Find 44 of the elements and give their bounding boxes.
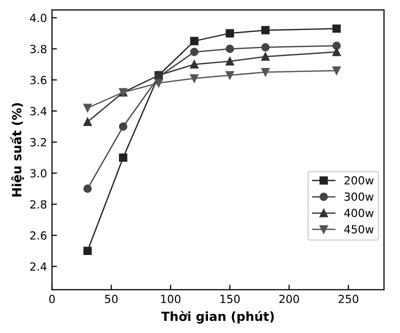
point xyxy=(226,44,234,54)
point xyxy=(83,246,92,256)
x-tick-label: 0 xyxy=(49,294,55,304)
y-tick-label: 4.0 xyxy=(30,14,46,22)
y-axis-title: Hiệu suất (%) xyxy=(10,103,24,196)
point xyxy=(332,66,341,75)
point xyxy=(332,24,341,33)
x-tick-label: 50 xyxy=(105,294,118,304)
x-tick-label: 100 xyxy=(161,294,180,304)
x-tick-label: 200 xyxy=(279,294,300,304)
point xyxy=(332,42,341,50)
y-tick-label: 2.4 xyxy=(30,262,47,271)
point xyxy=(226,71,234,80)
point xyxy=(118,153,128,162)
point xyxy=(261,52,270,61)
y-tick-label: 2.6 xyxy=(30,231,46,240)
point xyxy=(190,60,198,69)
point xyxy=(332,48,341,56)
legend-label: 200w xyxy=(344,176,374,185)
y-tick-label: 2.8 xyxy=(30,200,46,209)
point xyxy=(190,74,198,83)
point xyxy=(83,184,92,193)
point xyxy=(118,122,128,131)
y-tick-label: 3.0 xyxy=(30,169,46,178)
point xyxy=(190,36,198,46)
y-tick-label: 3.6 xyxy=(30,76,46,84)
point xyxy=(83,104,92,112)
legend-label: 450w xyxy=(344,225,374,234)
point xyxy=(83,118,92,126)
point xyxy=(226,29,234,38)
y-tick-label: 3.2 xyxy=(30,138,46,146)
point xyxy=(190,48,198,56)
y-tick-label: 3.4 xyxy=(30,106,47,116)
point xyxy=(261,43,270,52)
point xyxy=(261,26,270,34)
y-tick-label: 3.8 xyxy=(30,44,46,54)
x-tick-label: 150 xyxy=(220,294,240,304)
legend-label: 400w xyxy=(344,208,374,218)
point xyxy=(154,78,163,88)
point xyxy=(226,57,234,66)
x-axis-title: Thời gian (phút) xyxy=(161,310,274,324)
point xyxy=(261,68,270,76)
x-tick-label: 250 xyxy=(338,294,358,304)
legend-label: 300w xyxy=(344,192,374,201)
